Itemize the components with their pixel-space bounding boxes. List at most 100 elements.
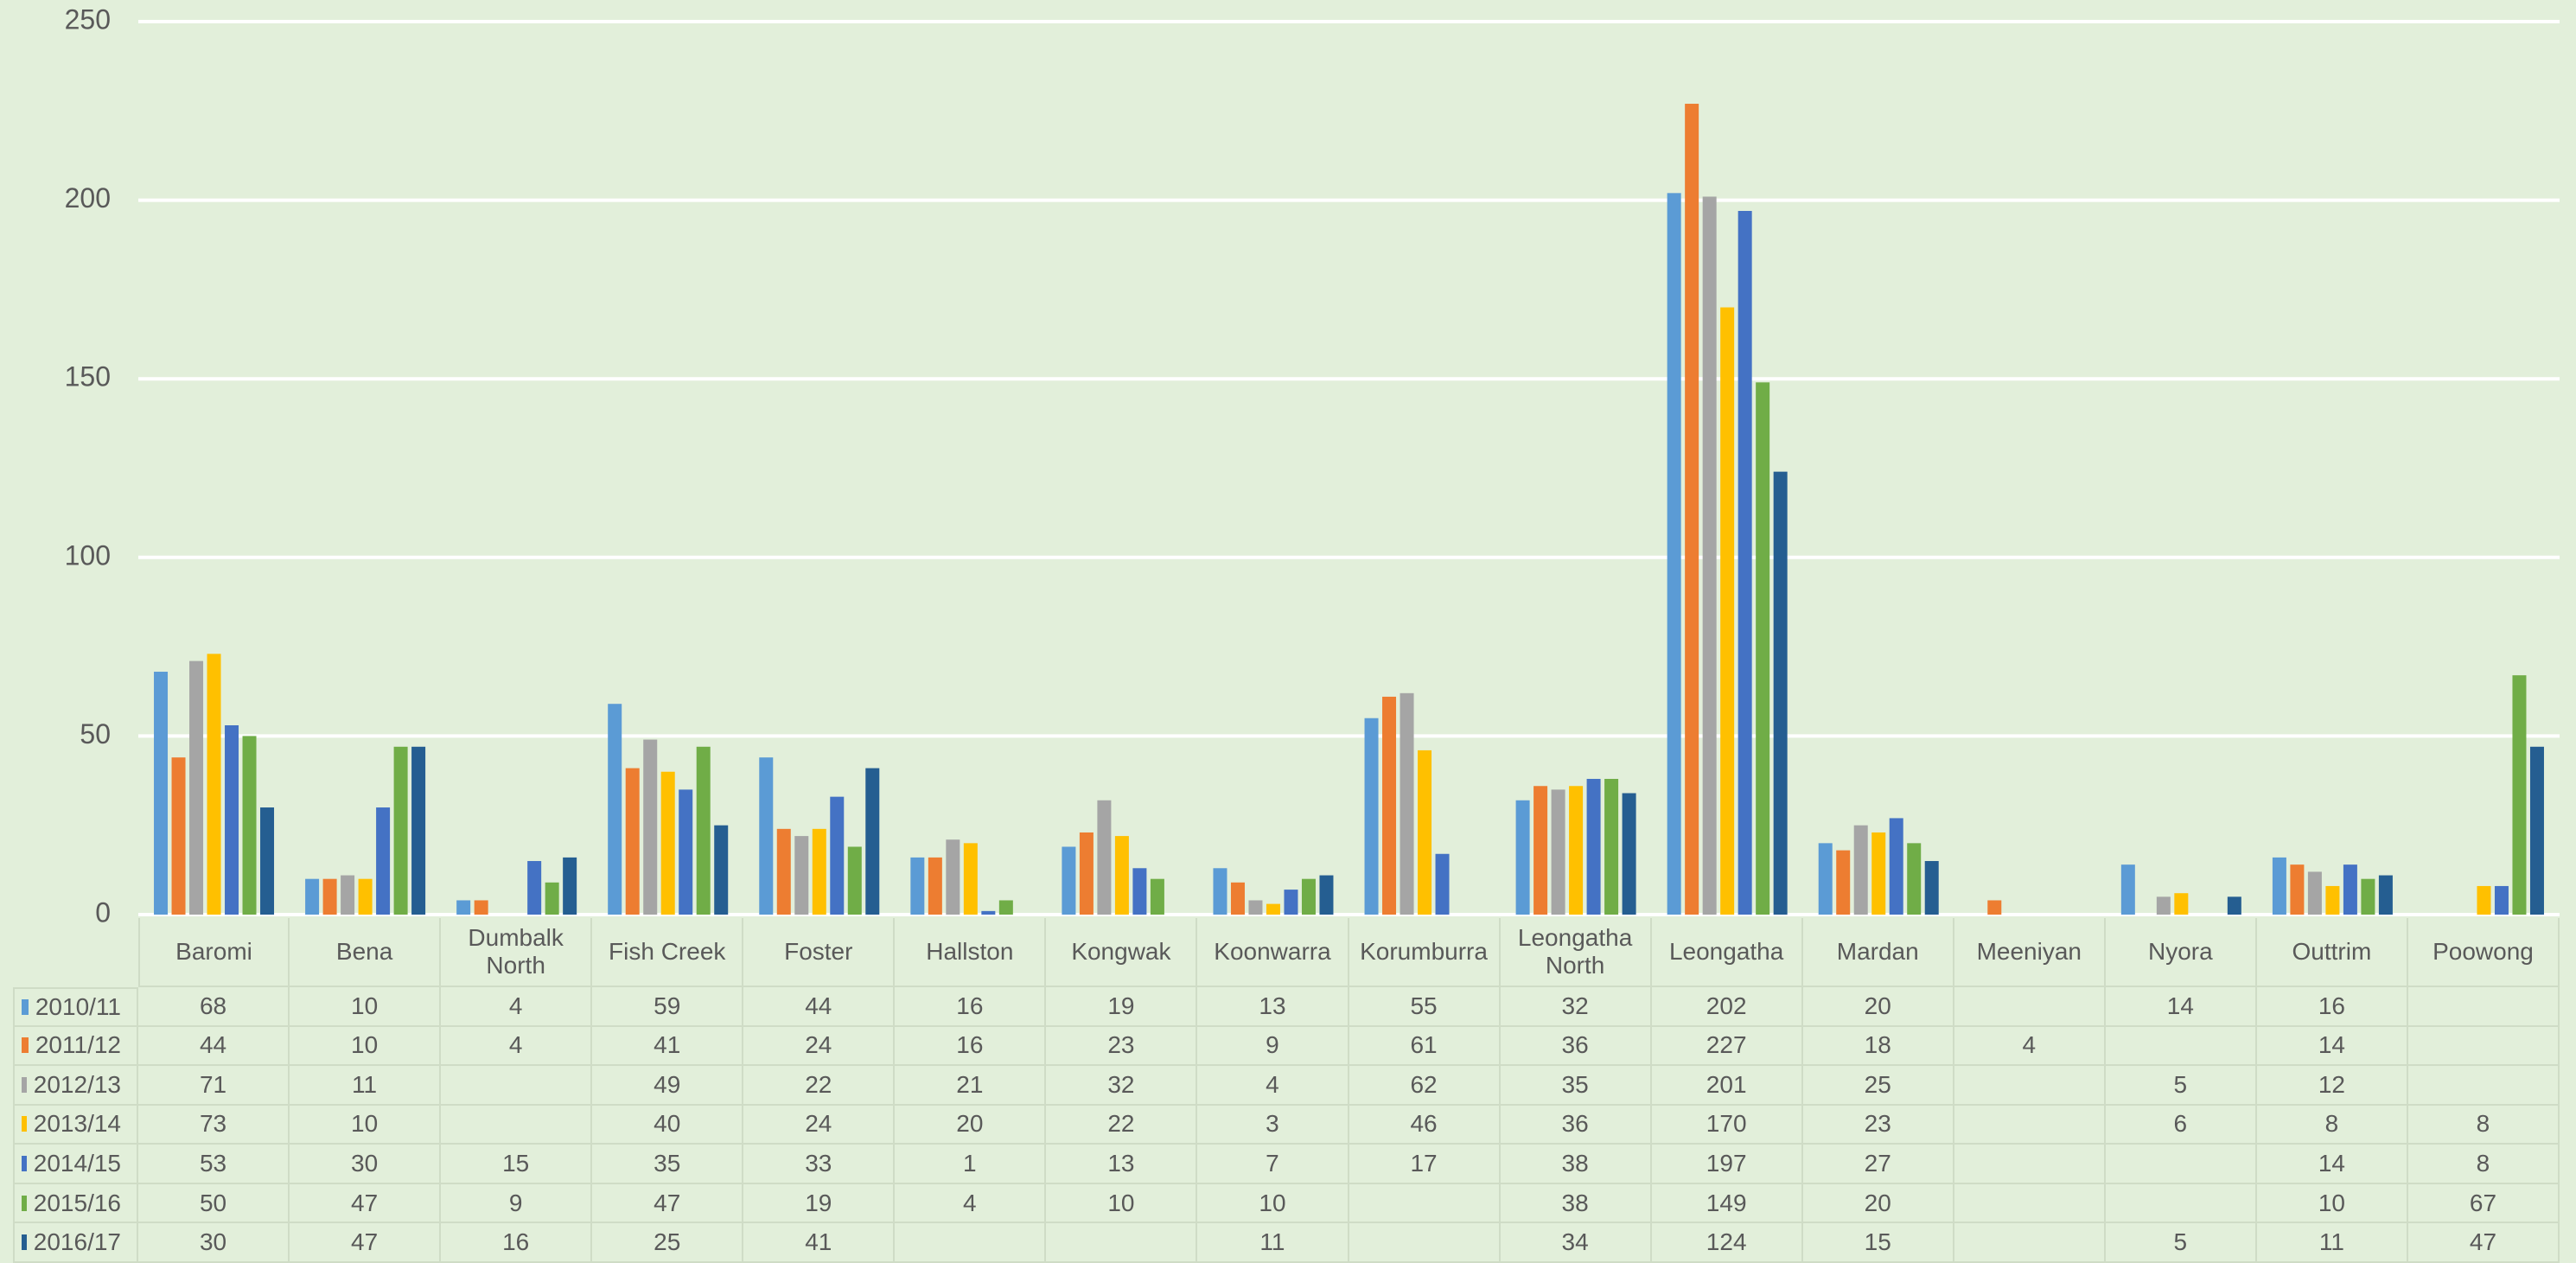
legend-swatch xyxy=(22,1076,27,1093)
bar xyxy=(2529,746,2544,915)
category-label: Leongatha xyxy=(1651,918,1803,987)
table-cell: 227 xyxy=(1651,1026,1803,1067)
table-cell: 7 xyxy=(1197,1145,1349,1184)
bar xyxy=(171,757,186,915)
bar xyxy=(696,746,711,915)
table-cell xyxy=(441,1105,593,1145)
table-cell: 15 xyxy=(441,1145,593,1184)
table-cell: 59 xyxy=(592,987,744,1027)
table-cell: 11 xyxy=(290,1066,442,1106)
table-cell: 38 xyxy=(1500,1145,1652,1184)
bar xyxy=(242,736,257,915)
category-label: Leongatha North xyxy=(1500,918,1652,987)
table-cell: 19 xyxy=(1046,987,1198,1027)
category-label: Hallston xyxy=(895,918,1047,987)
table-cell: 11 xyxy=(2256,1223,2408,1263)
bar xyxy=(2307,871,2322,915)
bar xyxy=(1230,882,1245,915)
bar xyxy=(305,878,320,915)
bar xyxy=(1114,836,1129,915)
category-label: Dumbalk North xyxy=(441,918,593,987)
bar xyxy=(474,900,488,915)
table-cell: 22 xyxy=(743,1066,896,1106)
bar xyxy=(1604,778,1619,915)
table-cell: 38 xyxy=(1500,1183,1652,1224)
table-cell: 16 xyxy=(2256,987,2408,1027)
bar xyxy=(1435,853,1450,915)
bar xyxy=(1871,832,1886,915)
bar xyxy=(1097,800,1112,915)
table-cell: 68 xyxy=(138,987,290,1027)
y-tick-label: 50 xyxy=(80,718,111,750)
y-tick-label: 0 xyxy=(95,896,111,928)
table-cell: 32 xyxy=(1500,987,1652,1027)
bar xyxy=(376,807,391,915)
bar xyxy=(847,846,862,915)
bar xyxy=(1382,696,1397,915)
category-label: Foster xyxy=(743,918,896,987)
bar xyxy=(2343,864,2357,915)
table-cell: 55 xyxy=(1349,987,1501,1027)
bar xyxy=(2477,885,2491,915)
y-tick-label: 200 xyxy=(65,182,111,214)
bar xyxy=(830,796,845,915)
bar xyxy=(322,878,337,915)
bar xyxy=(2272,857,2286,915)
table-cell: 62 xyxy=(1349,1066,1501,1106)
table-cell: 17 xyxy=(1349,1145,1501,1184)
legend-entry: 2012/13 xyxy=(13,1066,138,1106)
table-cell: 10 xyxy=(290,987,442,1027)
table-cell xyxy=(2407,1066,2560,1106)
table-cell xyxy=(1046,1223,1198,1263)
bar xyxy=(1720,307,1735,915)
bar xyxy=(1836,850,1851,915)
legend-entry: 2016/17 xyxy=(13,1223,138,1263)
table-cell: 44 xyxy=(743,987,896,1027)
bar xyxy=(1667,193,1681,915)
table-cell: 47 xyxy=(2407,1223,2560,1263)
legend-swatch xyxy=(22,1037,29,1054)
category-label: Poowong xyxy=(2407,918,2560,987)
bar xyxy=(1266,903,1280,915)
bar xyxy=(1213,868,1227,915)
legend-label: 2014/15 xyxy=(33,1149,121,1177)
legend-swatch xyxy=(22,1195,27,1211)
legend-label: 2015/16 xyxy=(33,1189,121,1216)
bar xyxy=(625,768,640,915)
table-cell xyxy=(2105,1183,2257,1224)
table-cell: 1 xyxy=(895,1145,1047,1184)
bar xyxy=(714,825,729,915)
legend-label: 2010/11 xyxy=(35,992,121,1020)
table-cell: 34 xyxy=(1500,1223,1652,1263)
bar xyxy=(2174,893,2189,915)
bar xyxy=(1284,890,1298,915)
bar xyxy=(946,839,960,915)
bar xyxy=(1586,778,1601,915)
table-cell: 11 xyxy=(1197,1223,1349,1263)
bar xyxy=(1702,196,1717,915)
bar xyxy=(998,900,1013,915)
bar xyxy=(2290,864,2305,915)
y-tick-label: 250 xyxy=(65,3,111,35)
bar xyxy=(358,878,373,915)
table-cell: 23 xyxy=(1802,1105,1954,1145)
bar xyxy=(2361,878,2375,915)
legend-entry: 2014/15 xyxy=(13,1145,138,1184)
table-cell: 8 xyxy=(2407,1145,2560,1184)
bar xyxy=(456,900,471,915)
table-cell: 16 xyxy=(895,1026,1047,1067)
table-cell: 35 xyxy=(1500,1066,1652,1106)
table-cell: 15 xyxy=(1802,1223,1954,1263)
bar xyxy=(225,725,239,915)
table-cell: 13 xyxy=(1046,1145,1198,1184)
table-cell: 20 xyxy=(1802,987,1954,1027)
table-cell: 41 xyxy=(592,1026,744,1067)
legend-label: 2013/14 xyxy=(33,1110,121,1138)
bar xyxy=(679,789,693,915)
category-label: Fish Creek xyxy=(592,918,744,987)
table-cell xyxy=(441,1066,593,1106)
bar xyxy=(1364,718,1379,915)
bar xyxy=(2512,675,2527,915)
legend-entry: 2013/14 xyxy=(13,1105,138,1145)
